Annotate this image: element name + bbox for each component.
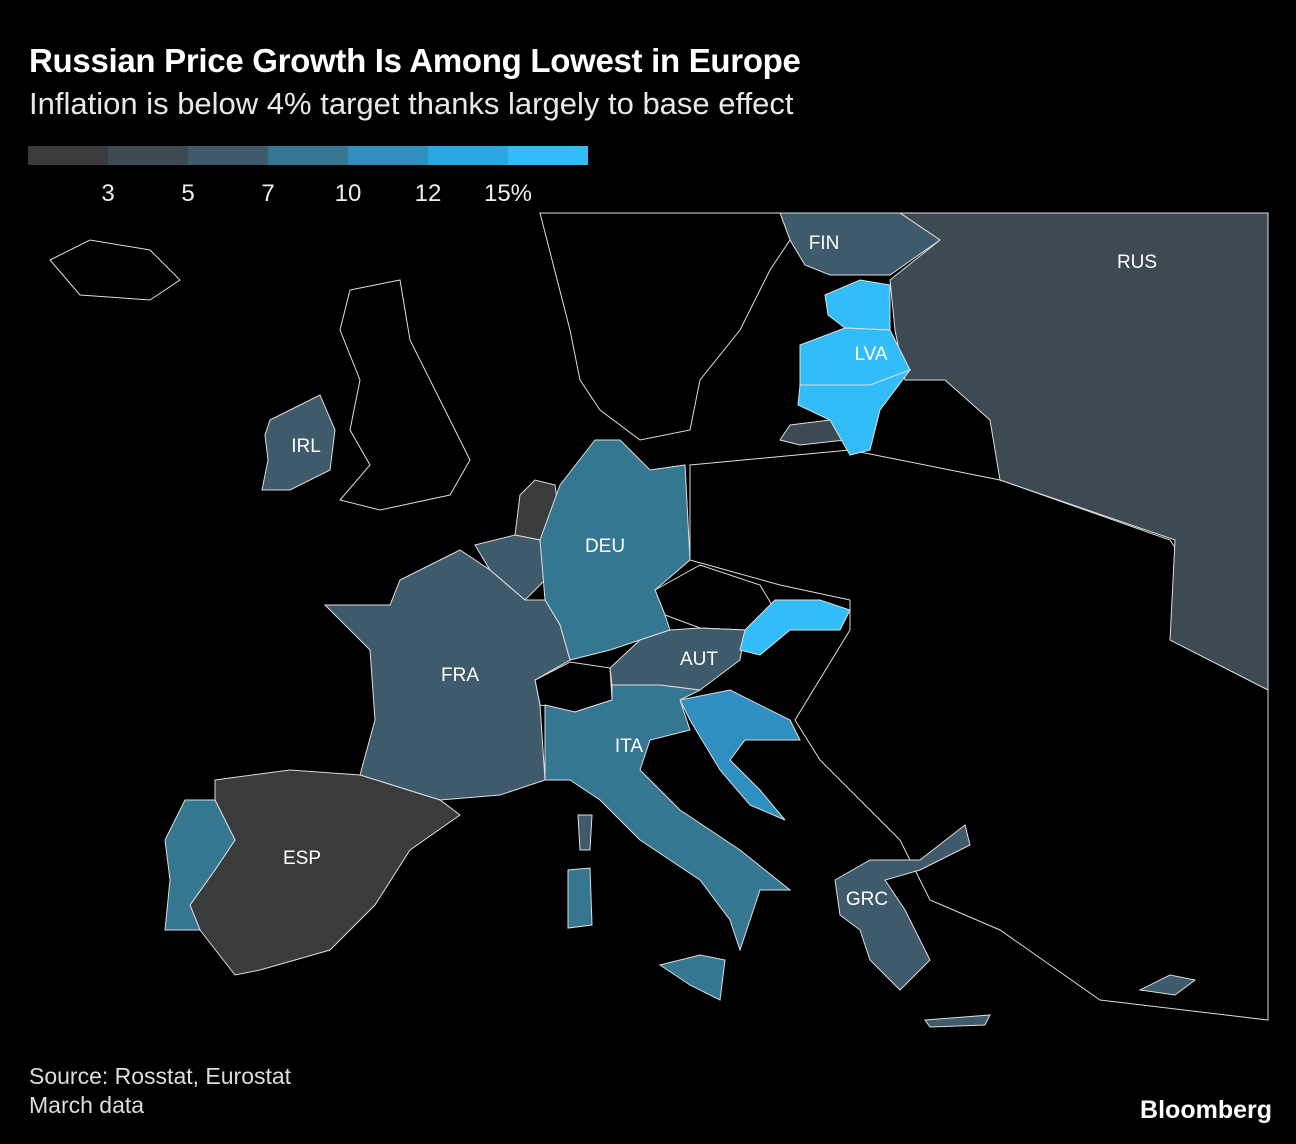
country-cyp	[1138, 974, 1197, 996]
chart-title: Russian Price Growth Is Among Lowest in …	[29, 42, 801, 79]
legend-tick: 10	[334, 180, 362, 207]
label-aut: AUT	[680, 649, 718, 670]
country-svn-hrv	[679, 689, 801, 821]
legend-swatch	[28, 146, 108, 165]
country-prt	[164, 799, 236, 931]
label-irl: IRL	[291, 436, 321, 457]
label-lva: LVA	[854, 344, 887, 365]
country-ltu	[797, 368, 912, 456]
legend-swatch	[108, 146, 188, 165]
color-legend	[28, 146, 588, 165]
country-rus	[780, 212, 1269, 691]
source-text: Source: Rosstat, Eurostat	[29, 1063, 292, 1089]
legend-swatch	[428, 146, 508, 165]
legend-ticks: 3 5 7 10 12 15%	[28, 180, 628, 212]
country-other	[689, 449, 1269, 1021]
legend-tick: 3	[101, 180, 115, 207]
legend-swatch	[268, 146, 348, 165]
country-est	[824, 279, 891, 331]
country-grc	[834, 824, 971, 991]
country-grc-crete	[924, 1014, 991, 1028]
label-rus: RUS	[1117, 252, 1157, 273]
label-fin: FIN	[809, 233, 840, 254]
country-esp	[189, 769, 461, 976]
legend-tick: 12	[414, 180, 442, 207]
scandinavia	[539, 212, 791, 441]
country-fin	[779, 212, 941, 276]
country-ita-sicily	[658, 954, 726, 1001]
label-esp: ESP	[283, 848, 321, 869]
legend-swatch	[348, 146, 428, 165]
chart-subtitle: Inflation is below 4% target thanks larg…	[29, 86, 794, 121]
legend-tick: 15%	[483, 180, 533, 207]
legend-tick: 7	[261, 180, 275, 207]
label-grc: GRC	[846, 889, 888, 910]
label-deu: DEU	[585, 536, 625, 557]
great-britain	[339, 279, 471, 511]
country-svk	[739, 599, 851, 656]
country-fra-corsica	[577, 814, 593, 851]
label-fra: FRA	[441, 665, 479, 686]
bloomberg-logo: Bloomberg	[1140, 1096, 1272, 1124]
label-ita: ITA	[615, 736, 643, 757]
legend-swatch	[188, 146, 268, 165]
legend-tick: 5	[181, 180, 195, 207]
source-note: Source: Rosstat, Eurostat March data	[29, 1062, 291, 1120]
country-fra	[323, 549, 571, 801]
legend-swatch	[508, 146, 588, 165]
country-ita-sardinia	[567, 867, 593, 929]
iceland	[49, 239, 181, 301]
data-note: March data	[29, 1092, 145, 1118]
country-ita	[544, 684, 792, 952]
country-irl	[261, 394, 336, 491]
